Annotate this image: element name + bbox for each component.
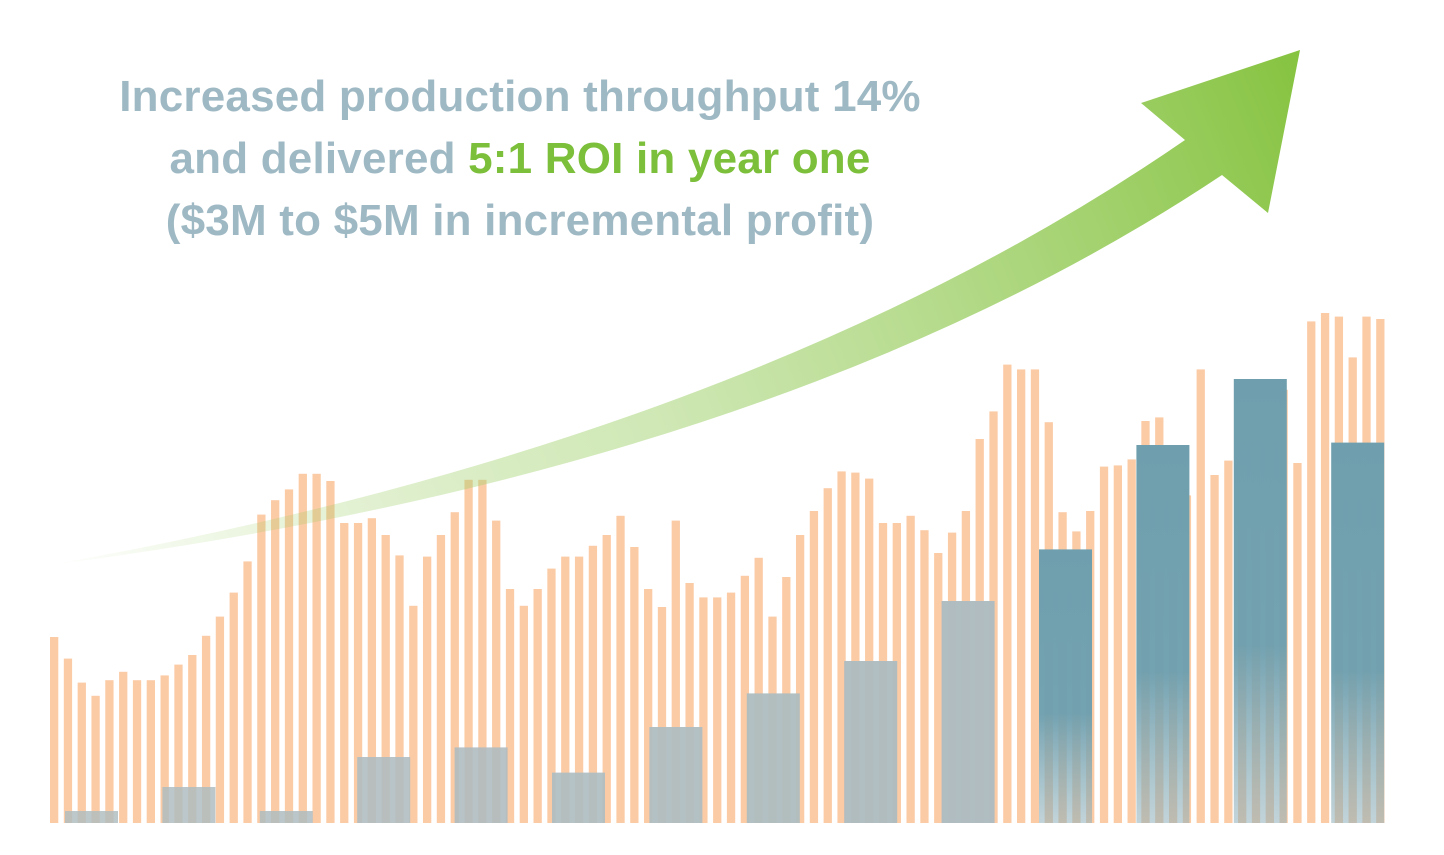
thin-bar <box>105 680 114 823</box>
thin-bar <box>146 680 155 823</box>
headline-line-2: and delivered 5:1 ROI in year one <box>30 128 1010 190</box>
thin-bar <box>91 695 100 823</box>
thin-bar <box>312 473 321 823</box>
thick-bar <box>746 693 800 823</box>
thin-bar <box>298 473 307 823</box>
thin-bar <box>326 481 335 823</box>
thin-bar <box>229 592 238 823</box>
thin-bar <box>809 511 819 823</box>
thick-bar <box>259 811 313 823</box>
thin-bar <box>1030 369 1040 823</box>
thick-bars <box>65 379 1385 823</box>
thin-bar <box>671 520 680 823</box>
thick-bar <box>454 747 508 823</box>
headline-line-3: ($3M to $5M in incremental profit) <box>165 196 875 245</box>
thin-bar <box>450 512 459 823</box>
thin-bar <box>1307 321 1316 823</box>
thin-bar <box>740 575 750 823</box>
thin-bar <box>478 479 487 823</box>
thin-bar <box>630 547 639 823</box>
thin-bar <box>574 556 584 823</box>
thin-bar <box>50 637 59 823</box>
thin-bar <box>174 664 183 823</box>
thick-bar <box>1331 442 1385 823</box>
thin-bar <box>1210 475 1219 823</box>
thin-bar <box>271 500 280 823</box>
thin-bar <box>353 523 363 823</box>
thick-bar <box>65 811 118 823</box>
thin-bar <box>1224 460 1233 823</box>
thin-bar <box>851 472 860 823</box>
thin-bar <box>795 535 805 823</box>
thin-bar <box>340 523 349 823</box>
headline-line-1: Increased production throughput 14% <box>119 72 921 121</box>
thin-bar <box>699 597 708 823</box>
thick-bar <box>552 772 605 823</box>
thin-bar <box>823 488 832 823</box>
thin-bar <box>77 682 86 823</box>
thin-bar <box>657 607 667 823</box>
headline-line-2-prefix: and delivered <box>169 134 469 183</box>
thin-bar <box>685 583 694 823</box>
thin-bar <box>1113 465 1122 823</box>
thin-bar <box>906 515 915 823</box>
thin-bar <box>1099 466 1109 823</box>
thin-bar <box>132 680 142 823</box>
thin-bar <box>395 555 404 823</box>
thin-bar <box>1293 463 1302 823</box>
thin-bar <box>436 535 446 823</box>
thin-bar <box>920 530 929 823</box>
thick-bar <box>941 601 995 823</box>
thin-bar <box>1320 313 1330 823</box>
headline: Increased production throughput 14% and … <box>30 66 1010 252</box>
thick-bar <box>1039 549 1092 823</box>
thin-bar <box>381 535 390 823</box>
thin-bar <box>837 471 846 823</box>
thick-bar <box>844 661 898 823</box>
thin-bar <box>243 561 252 823</box>
thin-bar <box>422 556 432 823</box>
thin-bar <box>588 545 598 823</box>
thin-bar <box>492 520 501 823</box>
thin-bar <box>201 635 211 823</box>
thin-bar <box>1003 364 1012 823</box>
thin-bar <box>464 479 473 823</box>
thick-bar <box>649 727 703 823</box>
thin-bar <box>215 616 225 823</box>
thin-bar <box>616 515 625 823</box>
thick-bar <box>1233 379 1287 823</box>
thin-bar <box>1017 369 1026 823</box>
thin-bar <box>713 597 722 823</box>
thin-bar <box>934 553 943 823</box>
thin-bar <box>409 605 418 823</box>
thin-bar <box>602 535 611 823</box>
thin-bar <box>547 568 556 823</box>
thin-bar <box>119 671 128 823</box>
thin-bar <box>533 589 542 823</box>
thin-bar <box>63 658 73 823</box>
thin-bar <box>1196 369 1205 823</box>
thick-bar <box>357 757 411 823</box>
trend-arrow-icon <box>50 50 1300 565</box>
thin-bar <box>505 589 515 823</box>
thick-bar <box>1136 445 1190 823</box>
thin-bar <box>865 478 874 823</box>
headline-roi-highlight: 5:1 ROI in year one <box>468 134 871 183</box>
thin-bar <box>1127 459 1136 823</box>
thick-bar <box>162 787 216 823</box>
thin-bar <box>284 489 294 823</box>
thin-bar <box>726 592 736 823</box>
thin-bar <box>561 556 570 823</box>
thin-bar <box>188 655 197 823</box>
thin-bar <box>519 605 528 823</box>
thin-bar <box>367 518 377 823</box>
thin-bar <box>754 557 763 823</box>
thin-bar <box>160 675 169 823</box>
thin-bar <box>644 589 653 823</box>
thin-bar <box>257 514 266 823</box>
